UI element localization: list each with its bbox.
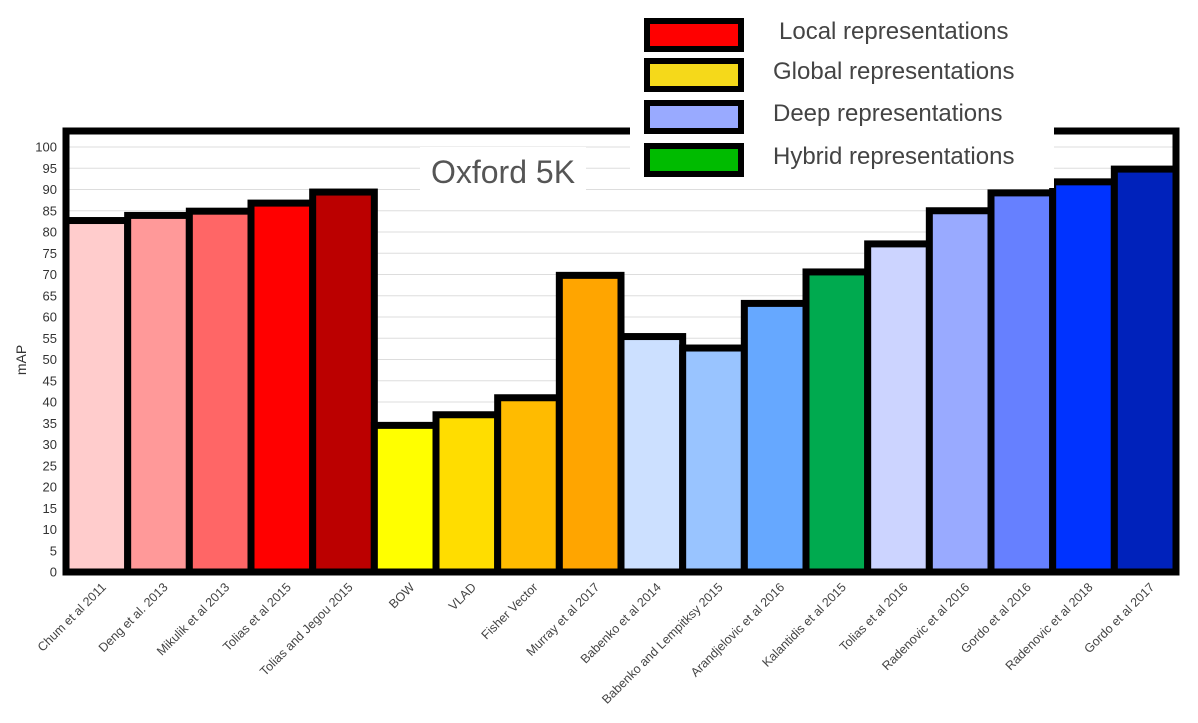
y-tick-label: 90 — [43, 182, 57, 197]
y-tick-label: 5 — [50, 543, 57, 558]
y-axis-label: mAP — [13, 345, 29, 375]
x-category-label: BOW — [386, 580, 417, 611]
bar — [925, 207, 995, 576]
x-category-label: VLAD — [446, 580, 479, 613]
y-tick-label: 20 — [43, 480, 57, 495]
bar — [185, 207, 255, 576]
bar — [555, 271, 625, 576]
bar — [62, 217, 132, 576]
bar — [617, 333, 687, 576]
y-tick-label: 85 — [43, 203, 57, 218]
legend-swatch — [644, 143, 744, 177]
y-tick-label: 15 — [43, 501, 57, 516]
chart-title: Oxford 5K — [431, 154, 575, 190]
legend-swatch — [644, 58, 744, 92]
bar — [124, 211, 193, 576]
legend-label: Deep representations — [773, 100, 1002, 127]
title-background — [420, 147, 586, 195]
bar — [740, 299, 810, 576]
y-tick-label: 35 — [43, 416, 57, 431]
plot-frame — [62, 127, 1180, 576]
y-tick-label: 60 — [43, 310, 57, 325]
bar — [1049, 178, 1118, 576]
y-tick-label: 100 — [35, 140, 57, 155]
legend: Local representations Global representati… — [644, 18, 1014, 177]
bar — [864, 240, 933, 576]
y-axis-ticks: 0 5 10 15 20 25 30 35 40 45 50 55 60 65 70 75 80 85 90 95 10… — [35, 140, 57, 580]
y-tick-label: 0 — [50, 565, 57, 580]
bar — [802, 268, 872, 576]
legend-label: Local representations — [779, 18, 1008, 45]
y-tick-label: 55 — [43, 331, 57, 346]
y-tick-label: 70 — [43, 267, 57, 282]
legend-label: Hybrid representations — [773, 143, 1014, 170]
bar — [432, 411, 502, 576]
bar — [679, 344, 748, 576]
y-tick-label: 80 — [43, 225, 57, 240]
legend-swatch — [644, 18, 744, 52]
y-tick-label: 65 — [43, 288, 57, 303]
legend-swatch — [644, 100, 744, 134]
bar — [1110, 165, 1180, 576]
x-category-label: Babenko and Lempitksy 2015 — [599, 580, 725, 706]
x-category-label: Fisher Vector — [479, 580, 541, 642]
legend-label: Global representations — [773, 58, 1014, 85]
bar — [987, 189, 1057, 576]
y-tick-label: 50 — [43, 352, 57, 367]
y-tick-label: 75 — [43, 246, 57, 261]
y-tick-label: 45 — [43, 373, 57, 388]
bars — [62, 165, 1180, 576]
y-tick-label: 30 — [43, 437, 57, 452]
bar — [247, 199, 317, 576]
bar — [494, 394, 563, 576]
bar — [309, 188, 378, 576]
bar — [370, 421, 440, 576]
y-tick-label: 10 — [43, 522, 57, 537]
y-tick-label: 25 — [43, 458, 57, 473]
y-tick-label: 95 — [43, 161, 57, 176]
y-tick-label: 40 — [43, 395, 57, 410]
